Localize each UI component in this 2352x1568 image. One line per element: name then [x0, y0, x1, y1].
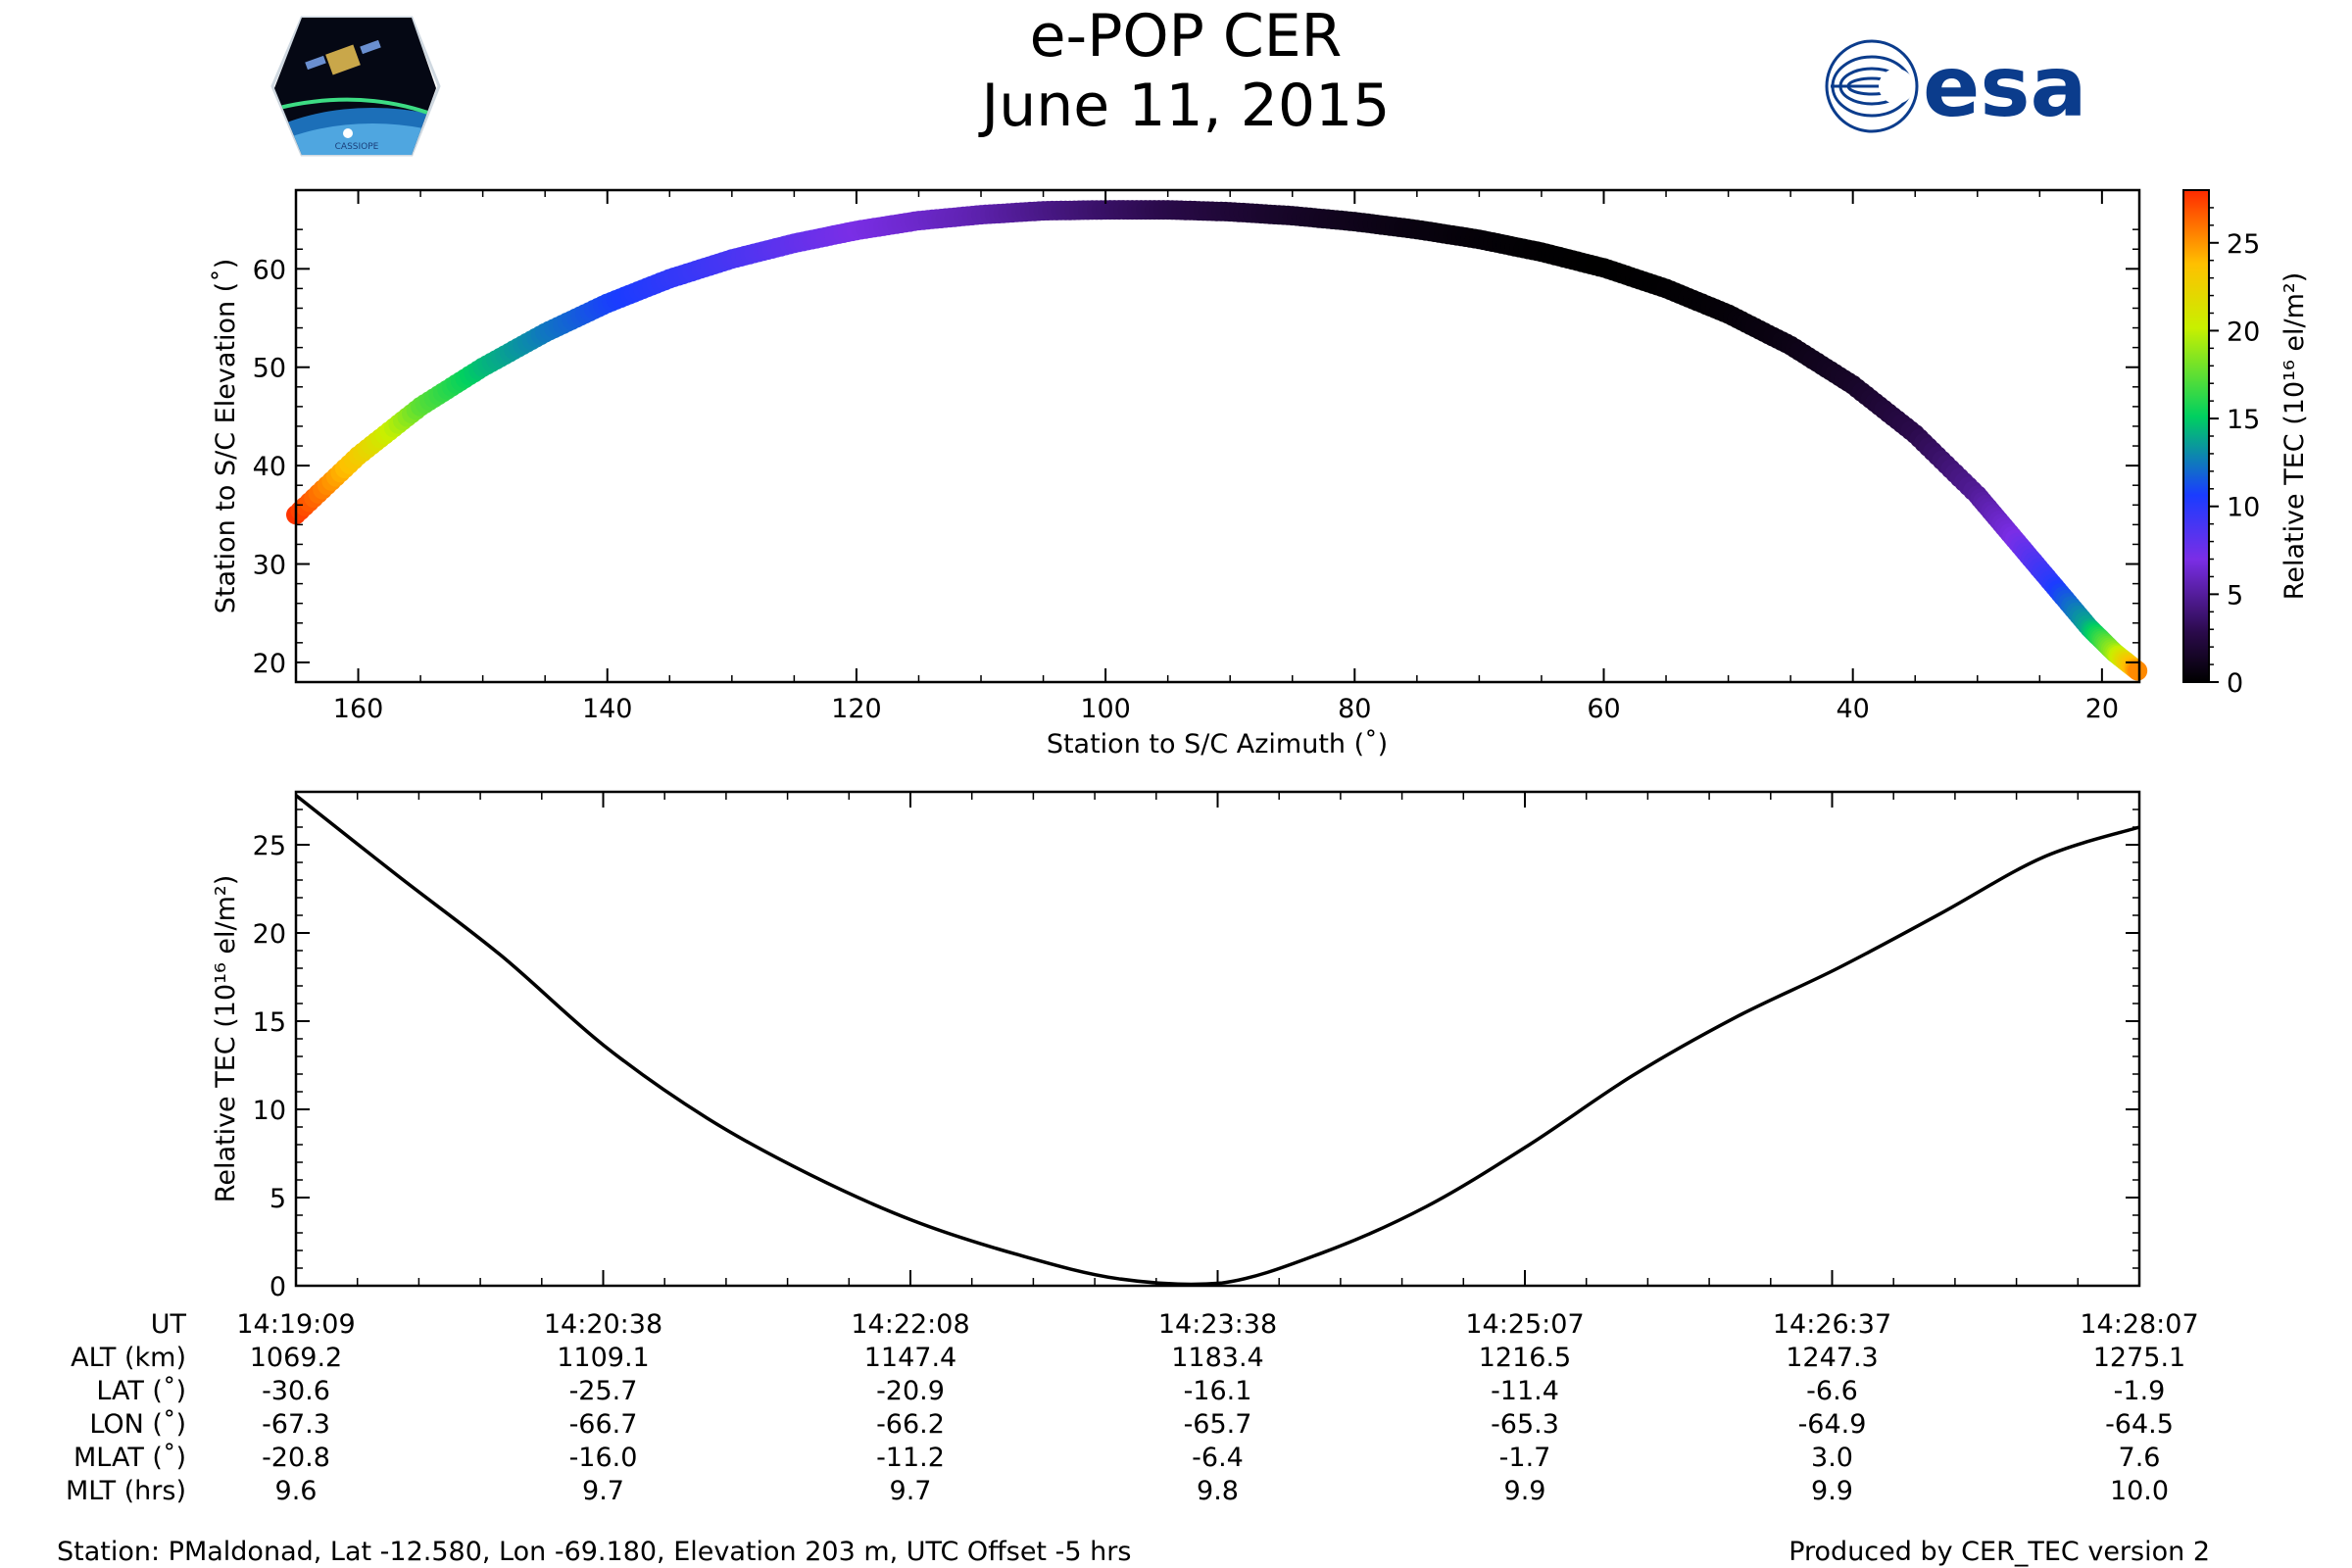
table-cell: -1.7	[1499, 1443, 1551, 1473]
colorbar-tick-label: 0	[2227, 668, 2243, 699]
table-cell: 1216.5	[1479, 1343, 1571, 1373]
bottom-y-tick-label: 0	[270, 1272, 286, 1302]
table-cell: 14:20:38	[544, 1309, 662, 1340]
bottom-axis-ticks: 0 5 10 15 20 25	[253, 792, 2140, 1302]
esa-logo-text: esa	[1923, 38, 2087, 136]
top-x-tick-label: 60	[1587, 694, 1620, 724]
top-x-tick-label: 120	[831, 694, 882, 724]
table-row-label: ALT (km)	[71, 1343, 186, 1373]
station-info: Station: PMaldonad, Lat -12.580, Lon -69…	[57, 1537, 1131, 1567]
table-cell: 1147.4	[864, 1343, 956, 1373]
top-axis-ticks: 160 140 120 100 80 60 40 20 20 30 40 50 60	[253, 190, 2139, 724]
esa-logo: esa	[1825, 38, 2087, 136]
top-x-tick-label: 80	[1338, 694, 1371, 724]
chart-title: e-POP CER	[1030, 2, 1343, 71]
table-cell: 14:25:07	[1465, 1309, 1584, 1340]
cassiope-logo: CASSIOPE	[270, 16, 441, 157]
table-cell: 9.9	[1811, 1476, 1853, 1506]
cassiope-logo-text: CASSIOPE	[335, 142, 379, 152]
table-cell: 14:28:07	[2080, 1309, 2198, 1340]
table-cell: 1069.2	[250, 1343, 342, 1373]
table-row-label: LAT (˚)	[96, 1376, 186, 1406]
track-point	[2128, 661, 2148, 681]
bottom-plot-frame	[294, 790, 2141, 1288]
top-y-axis-label: Station to S/C Elevation (˚)	[211, 259, 241, 614]
colorbar-label: Relative TEC (10¹⁶ el/m²)	[2279, 272, 2310, 600]
table-cell: 1109.1	[557, 1343, 649, 1373]
table-cell: -6.6	[1806, 1376, 1858, 1406]
bottom-y-tick-label: 20	[253, 919, 286, 950]
top-y-tick-label: 60	[253, 255, 286, 285]
satellite-track	[286, 200, 2148, 681]
colorbar-tick-label: 25	[2227, 229, 2260, 260]
table-cell: 14:26:37	[1773, 1309, 1891, 1340]
colorbar-gradient	[2182, 189, 2210, 683]
table-cell: 7.6	[2119, 1443, 2161, 1473]
bottom-y-tick-label: 25	[253, 831, 286, 861]
colorbar-tick-label: 15	[2227, 405, 2260, 435]
table-cell: -11.4	[1491, 1376, 1559, 1406]
table-cell: -20.9	[876, 1376, 945, 1406]
colorbar-tick-label: 10	[2227, 493, 2260, 523]
table-cell: -65.3	[1491, 1409, 1559, 1440]
table-cell: 9.8	[1197, 1476, 1239, 1506]
table-cell: -16.0	[569, 1443, 638, 1473]
table-cell: -64.9	[1798, 1409, 1867, 1440]
table-cell: 10.0	[2110, 1476, 2169, 1506]
top-x-tick-label: 160	[333, 694, 384, 724]
top-plot-frame	[294, 188, 2141, 684]
bottom-y-tick-label: 15	[253, 1007, 286, 1038]
table-cell: 14:19:09	[236, 1309, 355, 1340]
bottom-y-axis-label: Relative TEC (10¹⁶ el/m²)	[211, 875, 241, 1202]
table-cell: 14:22:08	[851, 1309, 969, 1340]
top-x-axis-label: Station to S/C Azimuth (˚)	[1047, 729, 1388, 760]
table-cell: -11.2	[876, 1443, 945, 1473]
table-cell: 14:23:38	[1158, 1309, 1277, 1340]
table-cell: 9.7	[890, 1476, 932, 1506]
table-cell: -65.7	[1184, 1409, 1252, 1440]
table-cell: 1247.3	[1786, 1343, 1878, 1373]
table-cell: -20.8	[262, 1443, 330, 1473]
elevation-azimuth-plot: 160 140 120 100 80 60 40 20 20 30 40 50 60 Station t…	[211, 188, 2148, 760]
colorbar-ticks: 0 5 10 15 20 25	[2209, 207, 2260, 699]
top-y-tick-label: 50	[253, 354, 286, 384]
producer-info: Produced by CER_TEC version 2	[1788, 1537, 2210, 1567]
table-cell: 9.9	[1504, 1476, 1546, 1506]
colorbar-tick-label: 20	[2227, 317, 2260, 347]
table-cell: -6.4	[1192, 1443, 1244, 1473]
table-cell: 1275.1	[2093, 1343, 2185, 1373]
table-row-label: MLAT (˚)	[74, 1443, 186, 1473]
table-cell: -64.5	[2105, 1409, 2174, 1440]
chart-date: June 11, 2015	[978, 72, 1391, 140]
table-cell: 3.0	[1811, 1443, 1853, 1473]
table-cell: -66.7	[569, 1409, 638, 1440]
colorbar: 0 5 10 15 20 25 Relative TEC (10¹⁶ el/m²)	[2182, 189, 2310, 699]
table-row-label: LON (˚)	[89, 1409, 186, 1440]
top-x-tick-label: 40	[1837, 694, 1870, 724]
table-row-label: UT	[151, 1309, 187, 1340]
top-x-tick-label: 100	[1080, 694, 1131, 724]
table-cell: 9.6	[275, 1476, 318, 1506]
top-y-tick-label: 20	[253, 649, 286, 679]
table-cell: -66.2	[876, 1409, 945, 1440]
table-cell: -30.6	[262, 1376, 330, 1406]
table-cell: 1183.4	[1171, 1343, 1263, 1373]
table-cell: -16.1	[1184, 1376, 1252, 1406]
top-y-tick-label: 30	[253, 551, 286, 581]
bottom-y-tick-label: 5	[270, 1184, 286, 1214]
table-cell: -25.7	[569, 1376, 638, 1406]
table-cell: -67.3	[262, 1409, 330, 1440]
top-y-tick-label: 40	[253, 452, 286, 482]
tec-time-plot: 0 5 10 15 20 25 Relative TEC (10¹⁶ el/m²)	[211, 790, 2141, 1302]
table-row-label: MLT (hrs)	[66, 1476, 186, 1506]
tec-series-line	[294, 794, 2140, 1287]
top-x-tick-label: 140	[582, 694, 633, 724]
top-x-tick-label: 20	[2085, 694, 2119, 724]
bottom-y-tick-label: 10	[253, 1096, 286, 1126]
table-cell: -1.9	[2114, 1376, 2166, 1406]
colorbar-tick-label: 5	[2227, 580, 2243, 611]
table-cell: 9.7	[582, 1476, 624, 1506]
